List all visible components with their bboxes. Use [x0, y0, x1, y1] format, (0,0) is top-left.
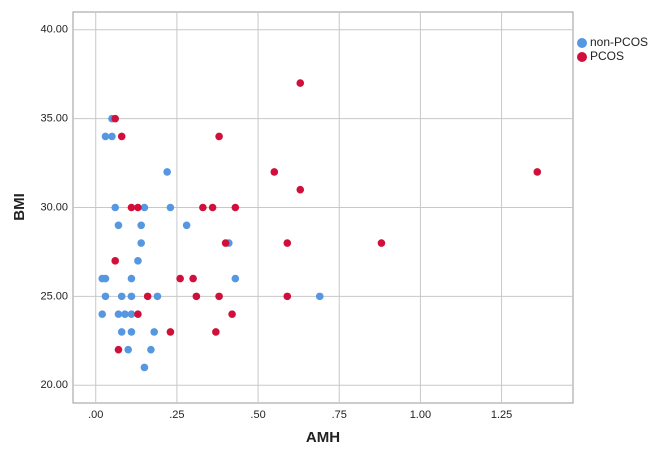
point [117, 328, 126, 336]
point [127, 310, 136, 318]
legend-text: non-PCOS [590, 35, 648, 49]
point [127, 328, 136, 336]
y-axis-title: BMI [11, 193, 28, 221]
point [134, 203, 142, 212]
point [166, 328, 175, 336]
point [147, 345, 155, 354]
point [143, 292, 152, 301]
point [114, 345, 123, 354]
point [215, 132, 223, 141]
point [101, 132, 110, 141]
y-tick-label: 30.00 [40, 201, 68, 213]
point [270, 168, 279, 176]
y-tick-label: 40.00 [40, 24, 68, 36]
y-tick-label: 35.00 [40, 113, 68, 125]
point [121, 310, 129, 318]
legend-marker [577, 52, 587, 62]
point [533, 168, 542, 176]
point [163, 168, 171, 176]
point [111, 257, 120, 265]
point [114, 310, 123, 318]
x-tick-label: 1.00 [410, 409, 431, 421]
point [296, 79, 305, 87]
x-tick-label: .00 [88, 409, 103, 421]
point [212, 328, 220, 336]
point [111, 203, 120, 212]
x-tick-label: .25 [169, 409, 184, 421]
legend-text: PCOS [590, 49, 624, 63]
point [140, 203, 149, 212]
point [140, 363, 149, 372]
point [114, 221, 123, 230]
point [377, 239, 386, 247]
point [182, 221, 191, 230]
x-axis-title: AMH [306, 429, 340, 446]
point [127, 203, 136, 212]
point [189, 274, 197, 283]
y-tick-label: 25.00 [40, 290, 68, 302]
point [215, 292, 223, 301]
point [101, 274, 110, 283]
point [137, 239, 145, 247]
point [150, 328, 158, 336]
point [315, 292, 324, 301]
point [101, 292, 110, 301]
x-tick-label: 1.25 [491, 409, 512, 421]
point [296, 185, 305, 194]
point [166, 203, 175, 212]
point [208, 203, 217, 212]
point [153, 292, 162, 301]
point [117, 292, 126, 301]
point [98, 310, 107, 318]
point [231, 274, 240, 283]
point [108, 132, 116, 141]
point [192, 292, 201, 301]
x-tick-label: .50 [250, 409, 265, 421]
point [221, 239, 230, 247]
point [283, 292, 292, 301]
point [124, 345, 132, 354]
point [283, 239, 292, 247]
point [231, 203, 240, 212]
point [134, 257, 142, 265]
point [137, 221, 145, 230]
point [228, 310, 236, 318]
point [176, 274, 184, 283]
point [117, 132, 126, 141]
point [134, 310, 142, 318]
x-tick-label: .75 [332, 409, 347, 421]
y-tick-label: 20.00 [40, 379, 68, 391]
point [111, 114, 120, 123]
point [127, 292, 136, 301]
legend-marker [577, 38, 587, 48]
point [199, 203, 207, 212]
point [127, 274, 136, 283]
